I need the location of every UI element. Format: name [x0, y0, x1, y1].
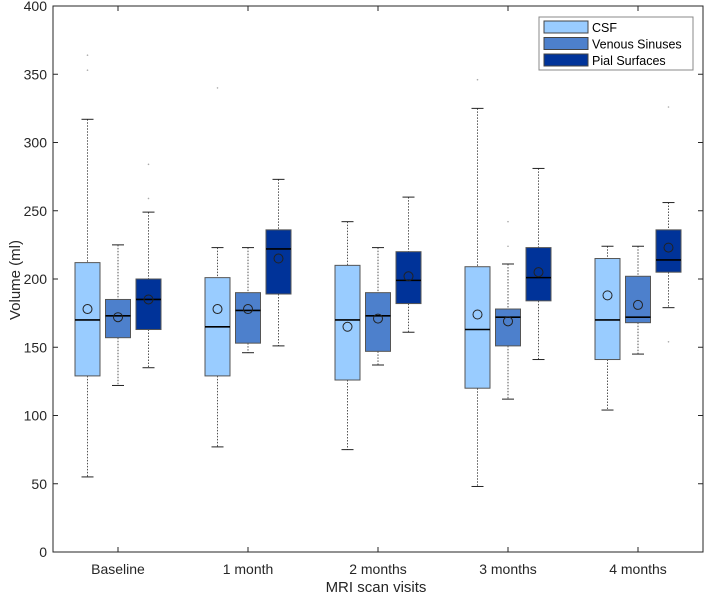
- legend-label: Pial Surfaces: [592, 54, 666, 68]
- y-tick-label: 250: [24, 203, 48, 219]
- box-csf: [464, 78, 491, 487]
- box-pial-surfaces: [395, 196, 422, 333]
- x-tick-label: 3 months: [479, 561, 537, 577]
- mean-marker: [342, 321, 353, 332]
- box-iqr: [235, 292, 261, 344]
- outlier-point: [147, 163, 150, 166]
- box-iqr: [495, 308, 521, 347]
- outlier-point: [667, 106, 670, 108]
- legend-swatch: [543, 37, 589, 50]
- box-venous-sinuses: [235, 247, 261, 354]
- x-tick-label: 2 months: [349, 561, 407, 577]
- y-axis-label: Volume (ml): [7, 240, 24, 320]
- mean-marker: [533, 267, 544, 278]
- box-venous-sinuses: [495, 220, 521, 400]
- box-iqr: [525, 247, 552, 302]
- plot-area: 0 50 100 150 200 250 300 350 400 Baseline 1 month 2…: [24, 0, 704, 577]
- box-pial-surfaces: [135, 163, 162, 369]
- y-tick-label: 150: [24, 339, 48, 355]
- legend-swatch: [543, 53, 589, 67]
- outlier-point: [147, 197, 150, 200]
- outlier-point: [667, 340, 670, 343]
- y-tick-label: 300: [24, 135, 48, 151]
- legend-label: Venous Sinuses: [592, 38, 682, 52]
- outlier-point: [86, 54, 89, 56]
- mean-marker: [403, 271, 414, 282]
- box-csf: [594, 245, 621, 411]
- legend-swatch: [543, 20, 589, 34]
- x-tick-label: 1 month: [223, 561, 274, 577]
- box-iqr: [655, 229, 682, 273]
- box-iqr: [265, 229, 292, 295]
- mean-marker: [472, 309, 483, 320]
- mean-marker: [212, 304, 223, 315]
- y-tick-label: 400: [24, 0, 48, 14]
- x-axis-label: MRI scan visits: [326, 579, 427, 596]
- box-csf: [334, 221, 361, 451]
- y-tick-label: 50: [31, 476, 47, 492]
- x-tick-label: Baseline: [91, 561, 145, 577]
- mean-marker: [602, 290, 613, 301]
- legend: CSF Venous Sinuses Pial Surfaces: [538, 16, 694, 71]
- box-iqr: [625, 275, 651, 324]
- mean-marker: [663, 242, 674, 253]
- box-iqr: [594, 258, 621, 361]
- box-venous-sinuses: [625, 245, 651, 355]
- mean-marker: [243, 304, 253, 315]
- outlier-point: [476, 78, 479, 81]
- y-tick-label: 350: [24, 66, 48, 82]
- legend-label: CSF: [592, 21, 617, 35]
- outlier-point: [216, 87, 219, 89]
- mean-marker: [143, 294, 154, 305]
- box-venous-sinuses: [105, 244, 131, 386]
- mean-marker: [113, 312, 123, 323]
- box-csf: [74, 54, 101, 478]
- box-iqr: [464, 266, 491, 389]
- outlier-point: [507, 245, 509, 248]
- box-pial-surfaces: [655, 106, 682, 343]
- mean-marker: [82, 304, 93, 315]
- box-csf: [204, 87, 231, 448]
- outlier-point: [507, 220, 509, 223]
- y-tick-label: 200: [24, 271, 48, 287]
- y-tick-label: 100: [24, 408, 48, 424]
- y-tick-label: 0: [39, 544, 47, 560]
- box-iqr: [105, 298, 131, 339]
- box-pial-surfaces: [265, 178, 292, 347]
- outlier-point: [86, 69, 89, 71]
- mean-marker: [503, 316, 513, 327]
- box-venous-sinuses: [365, 247, 391, 366]
- x-tick-label: 4 months: [609, 561, 667, 577]
- mean-marker: [273, 253, 284, 264]
- mean-marker: [373, 313, 383, 324]
- box-iqr: [365, 292, 391, 352]
- box-pial-surfaces: [525, 167, 552, 361]
- box-iqr: [395, 251, 422, 305]
- mean-marker: [633, 299, 643, 310]
